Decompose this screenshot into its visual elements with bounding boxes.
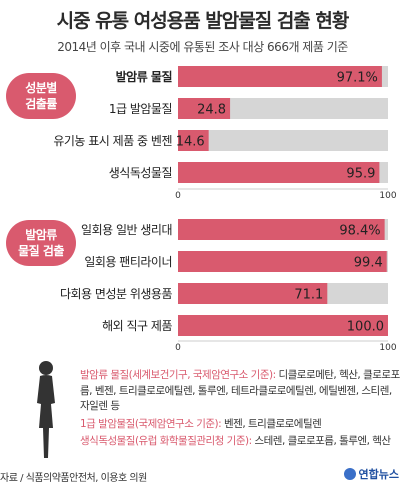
data-label: 100.0 xyxy=(347,320,384,335)
legend-body-carcinogen: 디클로로메탄, 헥산, 클로로포름, 벤젠, 트리클로로에틸렌, 톨루엔, 테트… xyxy=(80,369,400,412)
category-label: 일회용 팬티라이너 xyxy=(84,255,172,269)
category-label: 생식독성물질 xyxy=(109,166,172,180)
category-label: 해외 직구 제품 xyxy=(102,319,172,333)
legend-item-reproductive: 생식독성물질(유럽 화학물질관리청 기준): 스테렌, 클로로포름, 톨루엔, … xyxy=(80,434,400,450)
bar-chart: 발암류 물질 97.1% 1급 발암물질 24.8 유기농 표시 제품 중 벤젠 14.6… xyxy=(53,66,397,353)
legend-notes: 발암류 물질(세계보건기구, 국제암연구소 기준): 디클로로메탄, 헥산, 클… xyxy=(80,368,400,452)
bar xyxy=(178,251,387,272)
publisher-name: 연합뉴스 xyxy=(358,468,399,481)
bar xyxy=(178,219,385,240)
legend-head-class1: 1급 발암물질(국제암연구소 기준): xyxy=(80,417,222,430)
yonhap-logo-icon xyxy=(343,468,356,480)
bar xyxy=(178,315,388,336)
tick-label: 100 xyxy=(379,343,396,353)
bar xyxy=(178,283,328,304)
data-label: 97.1% xyxy=(337,71,378,86)
bar xyxy=(178,162,380,183)
bar xyxy=(178,130,209,151)
section-badge-carcinogen: 발암류 물질 검출 xyxy=(6,220,76,266)
category-label: 유기농 표시 제품 중 벤젠 xyxy=(53,134,172,148)
woman-silhouette-icon xyxy=(37,361,55,458)
category-label: 다회용 면성분 위생용품 xyxy=(60,287,172,301)
bar xyxy=(178,66,382,87)
data-label: 99.4 xyxy=(354,256,383,271)
tick-label: 0 xyxy=(175,343,181,353)
publisher-logo: 연합뉴스 xyxy=(343,466,399,482)
bar xyxy=(178,98,231,119)
bar-track xyxy=(178,98,388,119)
data-label: 95.9 xyxy=(346,167,375,182)
bar-track xyxy=(178,130,388,151)
legend-body-class1: 벤젠, 트리클로로에틸렌 xyxy=(224,417,322,430)
section-badge-composition: 성분별 검출률 xyxy=(6,73,76,119)
tick-label: 0 xyxy=(175,191,181,201)
legend-item-carcinogen: 발암류 물질(세계보건기구, 국제암연구소 기준): 디클로로메탄, 헥산, 클… xyxy=(80,368,400,415)
category-label: 1급 발암물질 xyxy=(109,102,172,116)
source-credit: 자료 / 식품의약품안전처, 이용호 의원 xyxy=(0,473,147,484)
legend-body-reproductive: 스테렌, 클로로포름, 톨루엔, 헥산 xyxy=(254,435,391,447)
page-subtitle: 2014년 이후 국내 시중에 유통된 조사 대상 666개 제품 기준 xyxy=(57,40,348,54)
legend-head-carcinogen: 발암류 물질(세계보건기구, 국제암연구소 기준): xyxy=(80,369,276,381)
data-label: 98.4% xyxy=(339,224,380,239)
category-label: 발암류 물질 xyxy=(116,69,173,84)
category-label: 일회용 일반 생리대 xyxy=(81,223,172,237)
data-label: 24.8 xyxy=(197,103,226,118)
data-label: 71.1 xyxy=(294,288,323,303)
tick-label: 100 xyxy=(379,191,396,201)
page-title: 시중 유통 여성용품 발암물질 검출 현황 xyxy=(56,10,350,32)
data-label: 14.6 xyxy=(176,135,205,150)
legend-item-class1: 1급 발암물질(국제암연구소 기준): 벤젠, 트리클로로에틸렌 xyxy=(80,417,400,433)
legend-head-reproductive: 생식독성물질(유럽 화학물질관리청 기준): xyxy=(80,435,252,447)
